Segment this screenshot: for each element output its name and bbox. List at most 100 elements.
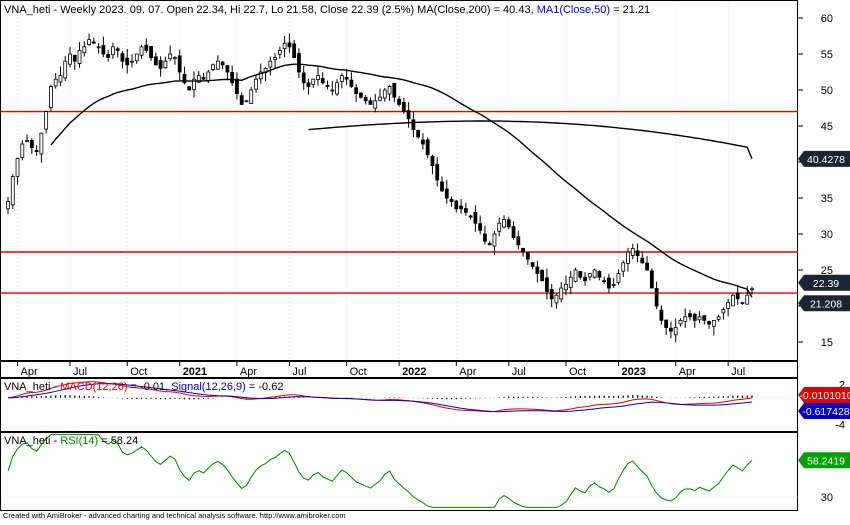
candle-body	[607, 278, 610, 288]
candle-body	[531, 263, 534, 267]
candle-body	[689, 314, 692, 317]
macd-pane[interactable]: 2-2-4 VNA_heti - MACD(12,26) = -0.01, Si…	[1, 379, 850, 432]
price-pane[interactable]: 60555045403530252015 VNA_heti - Weekly 2…	[1, 1, 850, 361]
candle-body	[717, 317, 720, 320]
candle-body	[250, 90, 253, 104]
time-axis-label: 2023	[621, 366, 645, 378]
candle-body	[317, 76, 320, 80]
time-axis-label: Apr	[679, 366, 696, 378]
candle-body	[550, 289, 553, 298]
candle	[593, 269, 596, 279]
candle-body	[727, 302, 730, 308]
candle	[188, 86, 191, 90]
candle-body	[665, 320, 668, 328]
candle-body	[30, 140, 33, 147]
candle	[574, 268, 577, 283]
candle-body	[369, 101, 372, 105]
ma50-value-tag: 21.208	[798, 295, 850, 311]
pane-title-part: Signal(12,26,9)	[171, 381, 246, 393]
candle	[541, 269, 544, 281]
rsi-value-tag-text: 58.2419	[807, 455, 845, 467]
ma200-value-tag-text: 40.4278	[807, 154, 845, 166]
candle-body	[693, 314, 696, 320]
time-axis-label: Oct	[130, 366, 147, 378]
price-y-tick-label: 50	[821, 85, 833, 97]
candle-body	[216, 61, 219, 69]
candle-body	[579, 272, 582, 278]
candle-body	[503, 220, 506, 227]
candle-body	[641, 258, 644, 263]
candle-body	[436, 165, 439, 180]
candle-body	[526, 252, 529, 259]
price-pane-frame	[1, 1, 798, 361]
candle-body	[340, 76, 343, 82]
candle-body	[379, 97, 382, 100]
candle-body	[479, 224, 482, 231]
rsi-pane[interactable]: 30 VNA_heti - RSI(14) = 58.24 58.2419	[1, 433, 850, 511]
candle-body	[393, 83, 396, 97]
candle-body	[493, 234, 496, 246]
candle-body	[140, 47, 143, 55]
candle-body	[188, 87, 191, 90]
pane-title-part: VNA_heti - Weekly 2023. 09. 07. Open 22.…	[4, 4, 537, 16]
candle-body	[636, 251, 639, 256]
footer-credit: Created with AmiBroker - advanced charti…	[3, 511, 346, 520]
candle-body	[359, 93, 362, 97]
pane-title-part: = -0.62	[246, 381, 284, 393]
candle-body	[35, 151, 38, 152]
candle-body	[741, 302, 744, 303]
rsi-y-tick-label: 30	[821, 492, 833, 504]
candle-body	[173, 58, 176, 59]
candle-body	[312, 79, 315, 84]
candle	[250, 87, 253, 104]
pane-title-part: VNA_heti -	[4, 381, 60, 393]
macd-value-labels: -0.0101010-0.617428	[798, 387, 850, 419]
candle-body	[646, 263, 649, 270]
close-value-tag-text: 22.39	[813, 278, 839, 290]
rsi-y-axis: 30	[821, 492, 833, 504]
candle-body	[660, 310, 663, 320]
candle-body	[574, 270, 577, 281]
ma50-value-tag-text: 21.208	[810, 298, 842, 310]
candle-body	[269, 61, 272, 67]
time-axis-label: Apr	[21, 366, 38, 378]
candle-body	[708, 321, 711, 324]
candle-body	[21, 144, 24, 158]
candle-body	[364, 97, 367, 100]
pane-title-part: = 21.21	[610, 4, 650, 16]
candle-body	[69, 54, 72, 64]
candle-body	[126, 58, 129, 65]
pane-title-part: = -0.01,	[128, 381, 172, 393]
ma200-value-tag: 40.4278	[798, 151, 850, 167]
candle-body	[288, 43, 291, 47]
signal-value-tag-text: -0.617428	[802, 406, 849, 418]
pane-title-part: MA1(Close,50)	[537, 4, 610, 16]
candle-body	[674, 328, 677, 335]
candle-body	[169, 54, 172, 59]
candle-body	[746, 295, 749, 304]
candle-body	[26, 140, 29, 141]
candle-body	[231, 72, 234, 82]
candle-body	[669, 328, 672, 331]
candle-body	[569, 277, 572, 287]
candle-body	[545, 278, 548, 292]
candle-body	[388, 86, 391, 94]
candle-body	[431, 156, 434, 165]
candle-body	[202, 78, 205, 80]
close-value-tag: 22.39	[798, 275, 850, 291]
candle-body	[598, 271, 601, 277]
time-axis-label: Jul	[73, 366, 87, 378]
candle-body	[565, 284, 568, 289]
candle-body	[154, 57, 157, 65]
candle-body	[617, 274, 620, 283]
candle	[11, 174, 14, 209]
time-axis-label: 2021	[183, 366, 207, 378]
candle-body	[398, 99, 401, 104]
candle-body	[54, 79, 57, 86]
candle-body	[121, 54, 124, 62]
candle-body	[345, 77, 348, 79]
candle-body	[274, 58, 277, 60]
candle-body	[703, 316, 706, 321]
time-axis-label: Oct	[350, 366, 367, 378]
